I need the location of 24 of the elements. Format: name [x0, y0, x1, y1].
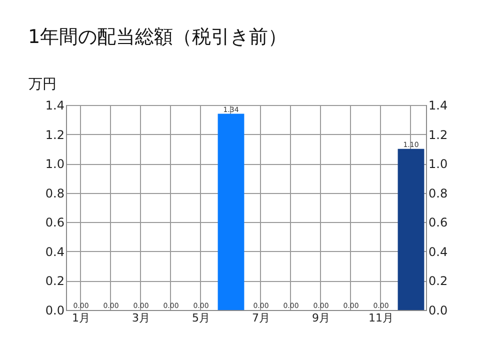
y-tick-label: 0.4 — [45, 244, 64, 259]
y2-tick-label: 1.4 — [428, 98, 448, 112]
x-tick-label: 11月 — [368, 312, 394, 324]
y2-tick-label: 0.4 — [428, 244, 448, 259]
y2-tick-label: 0.0 — [428, 304, 448, 318]
y2-tick-label: 0.6 — [428, 216, 448, 230]
chart-title: 1年間の配当総額（税引き前） — [28, 26, 288, 48]
y-tick-label: 0.2 — [45, 274, 64, 288]
y-tick-label: 0.6 — [45, 216, 64, 230]
y-tick-label: 1.4 — [45, 98, 64, 112]
y-tick-label: 0.0 — [45, 304, 64, 318]
y-axis-title: 万円 — [28, 76, 56, 92]
x-tick-label: 9月 — [312, 312, 330, 324]
x-tick-label: 5月 — [192, 312, 210, 324]
y2-tick-label: 0.8 — [428, 186, 448, 200]
y-tick-label: 0.8 — [45, 186, 64, 200]
y2-tick-label: 1.2 — [428, 128, 448, 142]
y2-tick-label: 0.2 — [428, 274, 448, 288]
y2-tick-label: 1.0 — [428, 157, 448, 172]
y-tick-label: 1.0 — [45, 157, 64, 172]
y-tick-label: 1.2 — [45, 128, 64, 142]
x-tick-label: 1月 — [72, 312, 90, 324]
x-tick-label: 7月 — [252, 312, 270, 324]
x-tick-label: 3月 — [132, 312, 150, 324]
